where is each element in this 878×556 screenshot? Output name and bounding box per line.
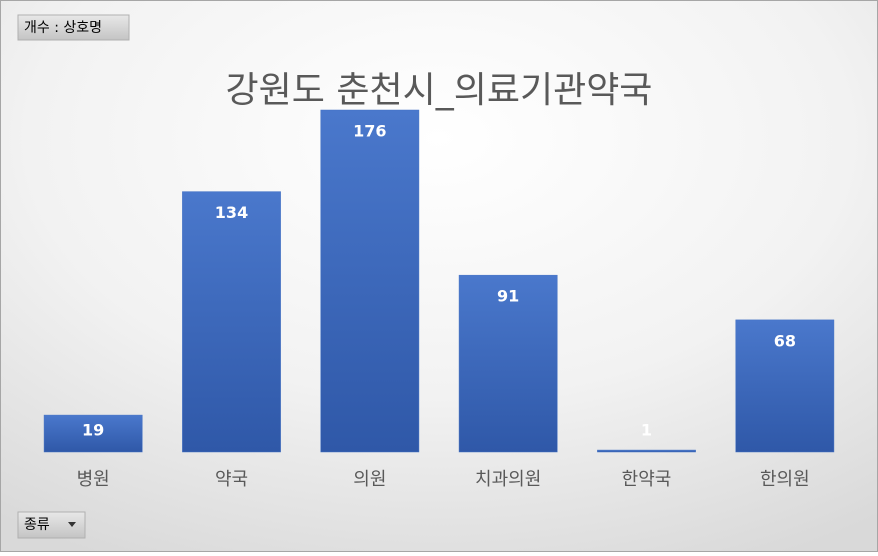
bar [735, 319, 835, 453]
data-label: 176 [353, 122, 386, 141]
bar [597, 449, 696, 453]
button-bg [17, 14, 130, 41]
bar [320, 109, 420, 453]
button-bg [17, 511, 86, 539]
button-label: 종류 [24, 517, 50, 533]
data-label: 91 [497, 287, 519, 306]
dropdown-arrow [68, 522, 76, 527]
button-label: 개수 : 상호명 [24, 20, 102, 36]
data-label: 134 [215, 203, 248, 222]
x-tick-label: 한의원 [760, 469, 810, 490]
x-tick-label: 병원 [77, 469, 110, 490]
category-field-button[interactable]: 종류 [17, 511, 86, 539]
value-field-button[interactable]: 개수 : 상호명 [17, 14, 130, 41]
bar [458, 274, 558, 453]
bar [43, 414, 143, 453]
data-label: 1 [641, 421, 652, 440]
x-tick-label: 한약국 [622, 469, 672, 490]
bar [182, 191, 281, 453]
x-tick-label: 약국 [215, 469, 248, 490]
data-label: 19 [82, 421, 104, 440]
x-tick-label: 치과의원 [475, 469, 541, 490]
chart-title: 강원도 춘천시_의료기관약국 [226, 70, 653, 111]
x-tick-label: 의원 [353, 469, 386, 490]
data-label: 68 [774, 331, 796, 350]
